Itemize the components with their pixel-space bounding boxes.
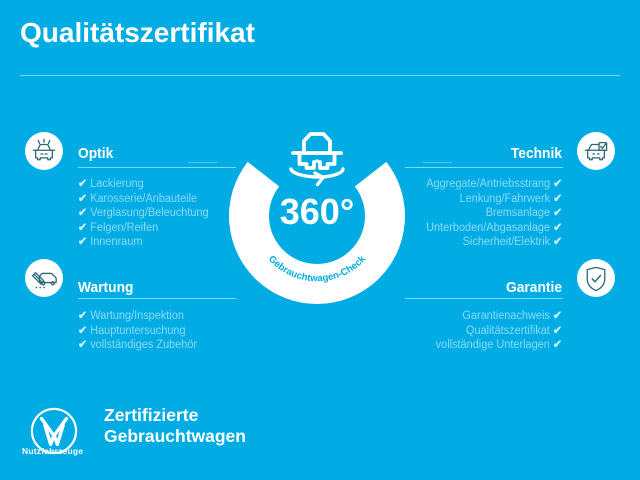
svg-text:360°: 360°	[280, 191, 354, 232]
